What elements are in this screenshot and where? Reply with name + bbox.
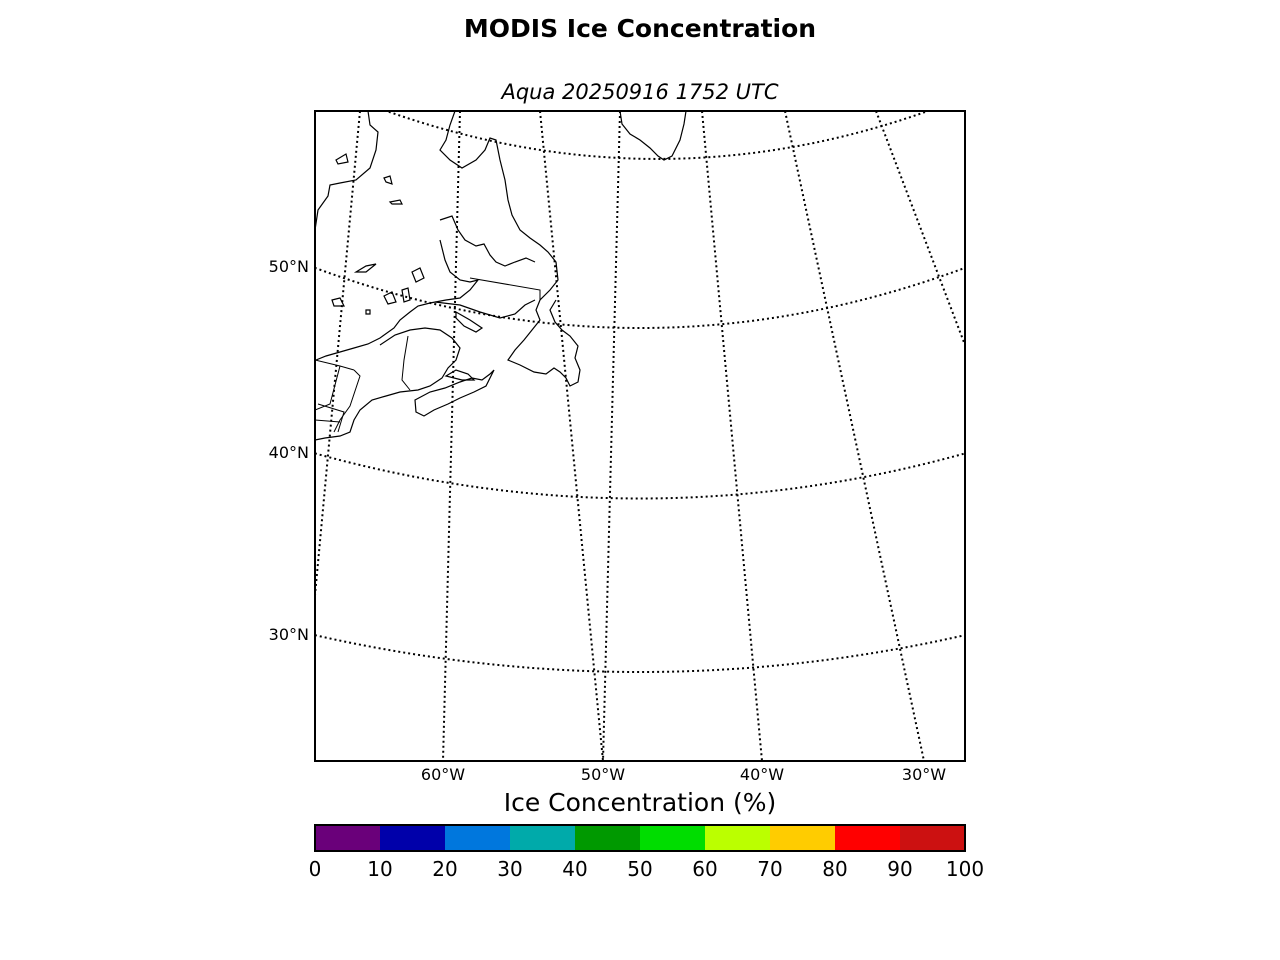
coast-islands-g <box>411 267 425 283</box>
colorbar-segment-1 <box>380 825 446 851</box>
colorbar-ticks: 0 10 20 30 40 50 60 70 80 90 100 <box>309 857 984 881</box>
coast-pei <box>444 369 476 381</box>
lon-label-40w: 40°W <box>740 765 784 784</box>
political-borders <box>315 277 541 433</box>
coast-northern-peninsula <box>439 111 581 387</box>
colorbar-segment-8 <box>835 825 901 851</box>
border-us-states-b <box>315 365 341 411</box>
lon-label-60w: 60°W <box>421 765 465 784</box>
map-frame <box>314 110 966 762</box>
colorbar-frame <box>314 824 966 852</box>
parallel-30n <box>315 634 965 673</box>
meridian-20w <box>875 111 965 346</box>
colorbar-tick-label: 30 <box>497 857 522 881</box>
parallel-50n <box>315 266 965 329</box>
coast-islands-e <box>331 297 345 307</box>
border-maine <box>333 369 361 433</box>
coast-labrador <box>315 111 379 231</box>
coast-quebec-south <box>315 239 480 361</box>
colorbar-tick-label: 40 <box>562 857 587 881</box>
coast-islands-c <box>388 199 403 205</box>
coastlines <box>315 111 687 441</box>
colorbar-tick-label: 100 <box>946 857 984 881</box>
meridian-60w <box>442 111 461 761</box>
meridian-70w <box>315 111 361 596</box>
coast-islands-i <box>401 287 411 303</box>
colorbar-label: Ice Concentration (%) <box>503 788 777 817</box>
meridian-30w <box>784 111 925 761</box>
coast-islands-b <box>383 175 393 185</box>
border-nb-quebec <box>401 335 411 391</box>
coast-quebec-north <box>439 215 536 267</box>
colorbar-segment-9 <box>900 825 966 851</box>
chart-subtitle: Aqua 20250916 1752 UTC <box>501 80 779 104</box>
colorbar-tick-label: 20 <box>432 857 457 881</box>
coast-islands-a <box>335 153 349 165</box>
colorbar-segment-5 <box>640 825 706 851</box>
map-background <box>315 111 965 761</box>
colorbar-tick-label: 70 <box>757 857 782 881</box>
meridian-50w-b <box>602 111 621 761</box>
colorbar-segment-3 <box>510 825 576 851</box>
colorbar-tick-label: 90 <box>887 857 912 881</box>
lat-label-50n: 50°N <box>269 257 309 276</box>
lat-label-30n: 30°N <box>269 625 309 644</box>
coast-gulf-st-lawrence <box>434 299 536 319</box>
coast-islands-h <box>383 291 397 305</box>
colorbar-tick-label: 10 <box>367 857 392 881</box>
colorbar-tick-label: 50 <box>627 857 652 881</box>
parallel-40n <box>315 452 965 500</box>
border-labrador-quebec <box>469 277 541 300</box>
lon-label-30w: 30°W <box>902 765 946 784</box>
coast-islands-d <box>353 263 377 273</box>
colorbar-segment-4 <box>575 825 641 851</box>
colorbar-tick-label: 60 <box>692 857 717 881</box>
colorbar-segment-7 <box>770 825 836 851</box>
coast-islands-f <box>365 309 371 315</box>
lon-label-50w: 50°W <box>581 765 625 784</box>
colorbar-tick-label: 80 <box>822 857 847 881</box>
border-us-states-d <box>315 419 341 423</box>
colorbar <box>315 825 966 851</box>
coast-new-brunswick <box>315 327 461 441</box>
graticule-parallels <box>315 111 965 673</box>
meridian-50w <box>539 111 604 761</box>
coast-anticosti <box>455 310 484 333</box>
colorbar-segment-6 <box>705 825 771 851</box>
colorbar-segment-0 <box>315 825 381 851</box>
meridian-40w-b <box>701 111 763 761</box>
graticule-meridians <box>315 111 965 761</box>
colorbar-tick-label: 0 <box>309 857 322 881</box>
chart-title: MODIS Ice Concentration <box>463 14 817 43</box>
lat-label-40n: 40°N <box>269 443 309 462</box>
coast-nova-scotia <box>414 369 495 417</box>
colorbar-segment-2 <box>445 825 511 851</box>
coast-greenland <box>619 111 687 161</box>
border-us-states-c <box>317 403 345 433</box>
parallel-60n <box>383 111 931 160</box>
